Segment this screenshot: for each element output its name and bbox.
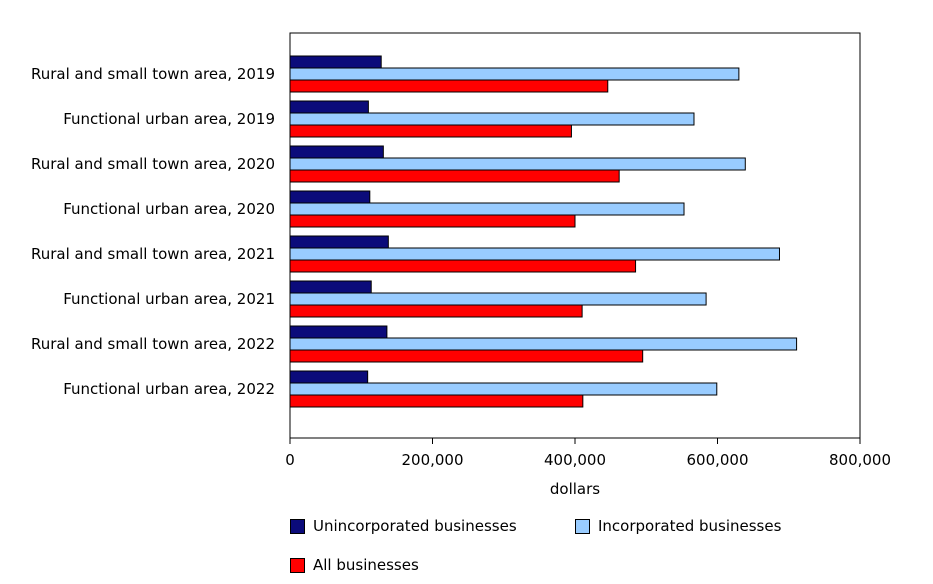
bar-all-8 <box>289 394 584 408</box>
bar-all-4 <box>289 214 576 228</box>
bar-unincorporated-1 <box>289 55 382 69</box>
category-label-6: Functional urban area, 2021 <box>63 290 275 308</box>
x-axis-title: dollars <box>550 480 600 498</box>
bar-incorporated-8 <box>289 382 718 396</box>
category-label-1: Rural and small town area, 2019 <box>31 65 275 83</box>
legend-swatch-incorporated <box>575 518 590 534</box>
category-label-8: Functional urban area, 2022 <box>63 380 275 398</box>
bar-incorporated-3 <box>289 157 746 171</box>
bar-unincorporated-2 <box>289 100 369 114</box>
bar-incorporated-1 <box>289 67 740 81</box>
bar-incorporated-7 <box>289 337 798 351</box>
bar-all-2 <box>289 124 572 138</box>
legend-swatch-unincorporated <box>290 518 305 534</box>
category-label-4: Functional urban area, 2020 <box>63 200 275 218</box>
x-tick-label-3: 400,000 <box>544 451 606 469</box>
bar-incorporated-5 <box>289 247 780 261</box>
bars-group <box>289 55 798 408</box>
x-axis-ticks: 0 200,000 400,000 600,000 800,000 <box>285 438 891 469</box>
legend-item-all: All businesses <box>290 556 419 574</box>
legend-label-all: All businesses <box>313 556 419 574</box>
bar-unincorporated-5 <box>289 235 389 249</box>
category-label-5: Rural and small town area, 2021 <box>31 245 275 263</box>
bar-all-7 <box>289 349 644 363</box>
bar-unincorporated-7 <box>289 325 388 339</box>
bar-unincorporated-3 <box>289 145 384 159</box>
bar-incorporated-6 <box>289 292 707 306</box>
category-label-7: Rural and small town area, 2022 <box>31 335 275 353</box>
x-tick-label-4: 600,000 <box>686 451 748 469</box>
bar-incorporated-2 <box>289 112 695 126</box>
bar-unincorporated-6 <box>289 280 372 294</box>
category-label-3: Rural and small town area, 2020 <box>31 155 275 173</box>
x-tick-label-1: 0 <box>285 451 295 469</box>
bar-all-3 <box>289 169 620 183</box>
x-tick-label-5: 800,000 <box>829 451 891 469</box>
bar-unincorporated-4 <box>289 190 371 204</box>
legend-item-unincorporated: Unincorporated businesses <box>290 517 517 535</box>
legend-item-incorporated: Incorporated businesses <box>575 517 781 535</box>
bar-incorporated-4 <box>289 202 685 216</box>
bar-unincorporated-8 <box>289 370 369 384</box>
legend-swatch-all <box>290 557 305 573</box>
category-labels: Rural and small town area, 2019 Functiona… <box>31 65 275 398</box>
x-tick-label-2: 200,000 <box>401 451 463 469</box>
bar-all-6 <box>289 304 583 318</box>
bar-all-5 <box>289 259 637 273</box>
legend-label-incorporated: Incorporated businesses <box>598 517 782 535</box>
bar-all-1 <box>289 79 609 93</box>
legend-label-unincorporated: Unincorporated businesses <box>313 517 517 535</box>
category-label-2: Functional urban area, 2019 <box>63 110 275 128</box>
